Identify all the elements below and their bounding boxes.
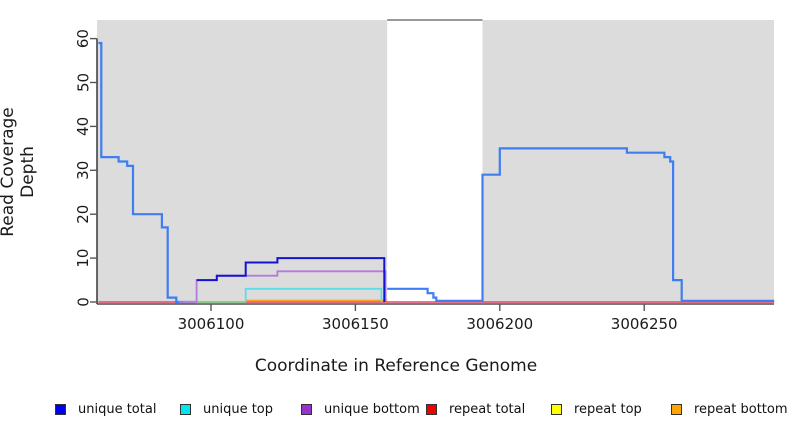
x-tick-label: 3006150 [322,315,389,333]
series-total-coverage-right- [387,147,775,302]
unique-top-swatch-icon [180,403,191,415]
y-tick-label: 40 [74,117,92,136]
x-tick-label: 3006250 [611,315,678,333]
y-tick-label: 0 [74,297,92,307]
x-axis-title: Coordinate in Reference Genome [254,356,538,376]
unique-total-swatch-icon [55,403,66,415]
legend-label: unique bottom [324,401,420,417]
legend-item-unique-top: unique top [180,399,273,419]
unique-bottom-swatch-icon [301,403,312,415]
y-tick-label: 50 [74,73,92,92]
y-tick-label: 30 [74,161,92,180]
x-tick-label: 3006200 [466,315,533,333]
y-tick-label: 20 [74,205,92,224]
repeat-top-swatch-icon [551,403,562,415]
legend-label: repeat top [574,401,642,417]
y-axis-title: Read Coverage Depth [0,107,38,237]
y-tick-label: 10 [74,249,92,268]
legend-item-repeat-bottom: repeat bottom [671,399,788,419]
legend-item-repeat-top: repeat top [551,399,642,419]
gap-region [387,20,483,303]
legend-label: unique total [78,401,157,417]
legend-label: repeat total [449,401,526,417]
legend-item-repeat-total: repeat total [426,399,525,419]
series-total-coverage-left- [98,41,197,304]
legend-label: repeat bottom [694,401,788,417]
x-tick-label: 3006100 [178,315,245,333]
series-unique-total [196,257,386,302]
legend-label: unique top [203,401,274,417]
repeat-total-swatch-icon [426,403,437,415]
y-tick-label: 60 [74,29,92,48]
legend: unique total unique top unique bottom re… [0,399,792,421]
legend-item-unique-bottom: unique bottom [301,399,420,419]
series-unique-top [244,287,383,302]
legend-item-unique-total: unique total [55,399,156,419]
repeat-bottom-swatch-icon [671,403,682,415]
